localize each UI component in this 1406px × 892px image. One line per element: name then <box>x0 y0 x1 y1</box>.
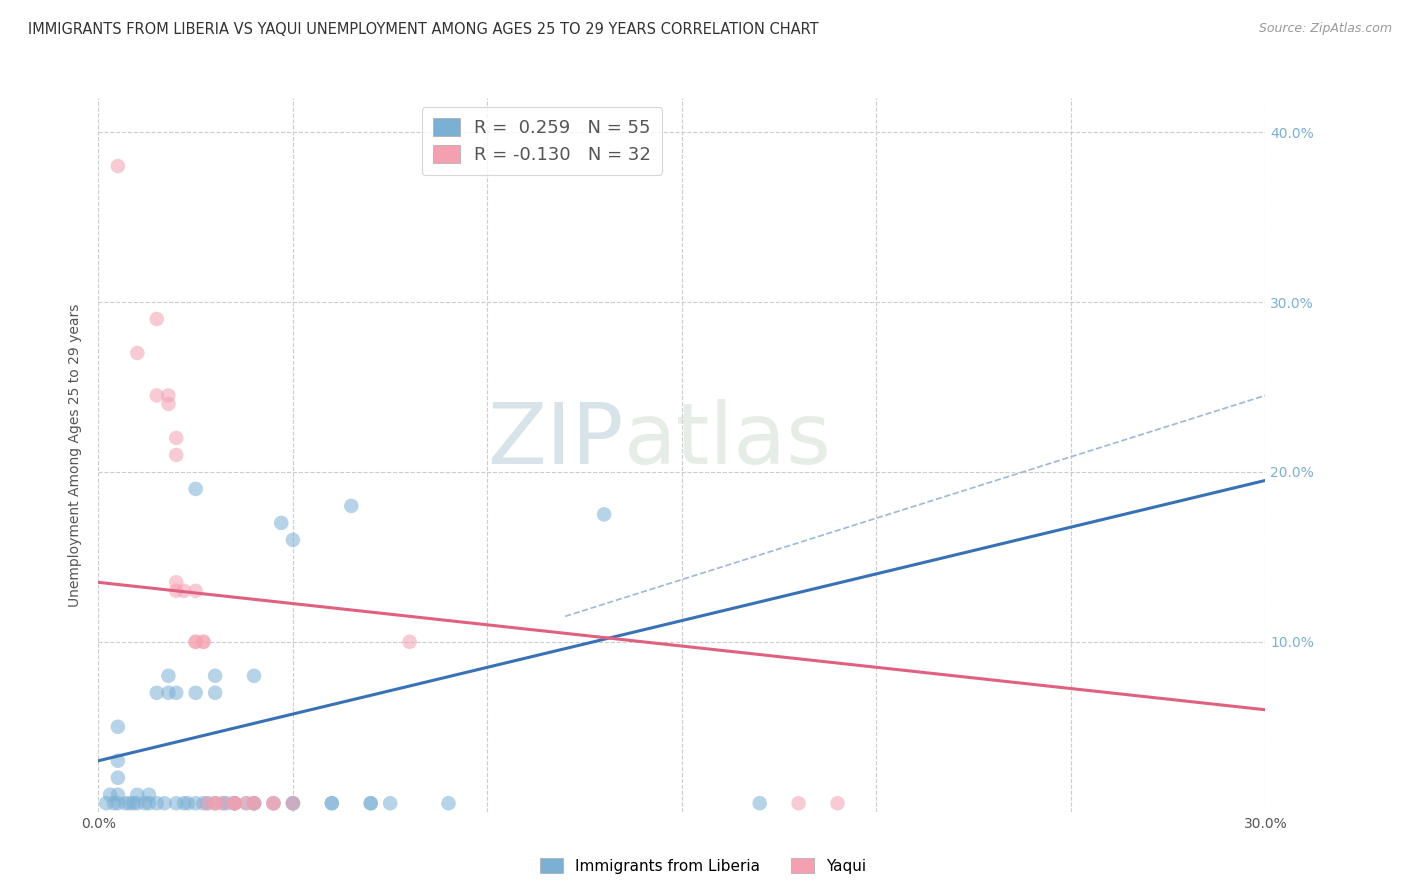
Legend: R =  0.259   N = 55, R = -0.130   N = 32: R = 0.259 N = 55, R = -0.130 N = 32 <box>422 107 662 175</box>
Text: ZIP: ZIP <box>486 399 624 483</box>
Point <box>107 796 129 810</box>
Point <box>184 635 207 649</box>
Point <box>146 796 169 810</box>
Point <box>146 388 169 402</box>
Y-axis label: Unemployment Among Ages 25 to 29 years: Unemployment Among Ages 25 to 29 years <box>69 303 83 607</box>
Point <box>153 796 176 810</box>
Point <box>827 796 849 810</box>
Point <box>235 796 257 810</box>
Point <box>184 796 207 810</box>
Point <box>748 796 770 810</box>
Point <box>157 669 180 683</box>
Point <box>204 686 226 700</box>
Point <box>165 796 187 810</box>
Point <box>107 771 129 785</box>
Point <box>224 796 246 810</box>
Point <box>235 796 257 810</box>
Point <box>378 796 402 810</box>
Point <box>787 796 810 810</box>
Point <box>270 516 292 530</box>
Point <box>204 796 226 810</box>
Point <box>157 686 180 700</box>
Point <box>103 796 125 810</box>
Point <box>138 788 160 802</box>
Point <box>243 796 266 810</box>
Point <box>398 635 420 649</box>
Point <box>184 686 207 700</box>
Point <box>212 796 235 810</box>
Point <box>262 796 284 810</box>
Text: atlas: atlas <box>624 399 831 483</box>
Point <box>157 397 180 411</box>
Point <box>165 448 187 462</box>
Point <box>127 788 149 802</box>
Point <box>114 796 136 810</box>
Point <box>173 583 195 598</box>
Point <box>215 796 238 810</box>
Point <box>193 635 215 649</box>
Point <box>224 796 246 810</box>
Text: IMMIGRANTS FROM LIBERIA VS YAQUI UNEMPLOYMENT AMONG AGES 25 TO 29 YEARS CORRELAT: IMMIGRANTS FROM LIBERIA VS YAQUI UNEMPLO… <box>28 22 818 37</box>
Point <box>107 159 129 173</box>
Point <box>98 788 121 802</box>
Point <box>281 796 304 810</box>
Point <box>243 669 266 683</box>
Point <box>204 669 226 683</box>
Point <box>184 482 207 496</box>
Legend: Immigrants from Liberia, Yaqui: Immigrants from Liberia, Yaqui <box>534 852 872 880</box>
Point <box>340 499 363 513</box>
Point <box>165 431 187 445</box>
Point <box>96 796 118 810</box>
Point <box>195 796 218 810</box>
Point <box>165 583 187 598</box>
Point <box>127 796 149 810</box>
Point <box>360 796 382 810</box>
Point <box>281 533 304 547</box>
Point <box>212 796 235 810</box>
Point <box>437 796 460 810</box>
Point <box>107 754 129 768</box>
Point <box>195 796 218 810</box>
Point <box>193 796 215 810</box>
Point <box>107 788 129 802</box>
Point <box>165 686 187 700</box>
Point <box>127 346 149 360</box>
Point <box>118 796 141 810</box>
Point <box>593 508 616 522</box>
Point <box>243 796 266 810</box>
Point <box>224 796 246 810</box>
Point <box>262 796 284 810</box>
Point <box>243 796 266 810</box>
Point <box>204 796 226 810</box>
Point <box>146 686 169 700</box>
Point <box>134 796 156 810</box>
Point <box>157 388 180 402</box>
Point <box>122 796 145 810</box>
Point <box>204 796 226 810</box>
Point <box>177 796 200 810</box>
Point <box>281 796 304 810</box>
Point <box>262 796 284 810</box>
Point <box>281 796 304 810</box>
Point <box>224 796 246 810</box>
Point <box>243 796 266 810</box>
Point <box>184 635 207 649</box>
Point <box>107 720 129 734</box>
Point <box>321 796 343 810</box>
Point <box>146 312 169 326</box>
Point <box>173 796 195 810</box>
Point <box>138 796 160 810</box>
Text: Source: ZipAtlas.com: Source: ZipAtlas.com <box>1258 22 1392 36</box>
Point <box>321 796 343 810</box>
Point <box>193 635 215 649</box>
Point <box>165 575 187 590</box>
Point <box>224 796 246 810</box>
Point <box>360 796 382 810</box>
Point <box>184 583 207 598</box>
